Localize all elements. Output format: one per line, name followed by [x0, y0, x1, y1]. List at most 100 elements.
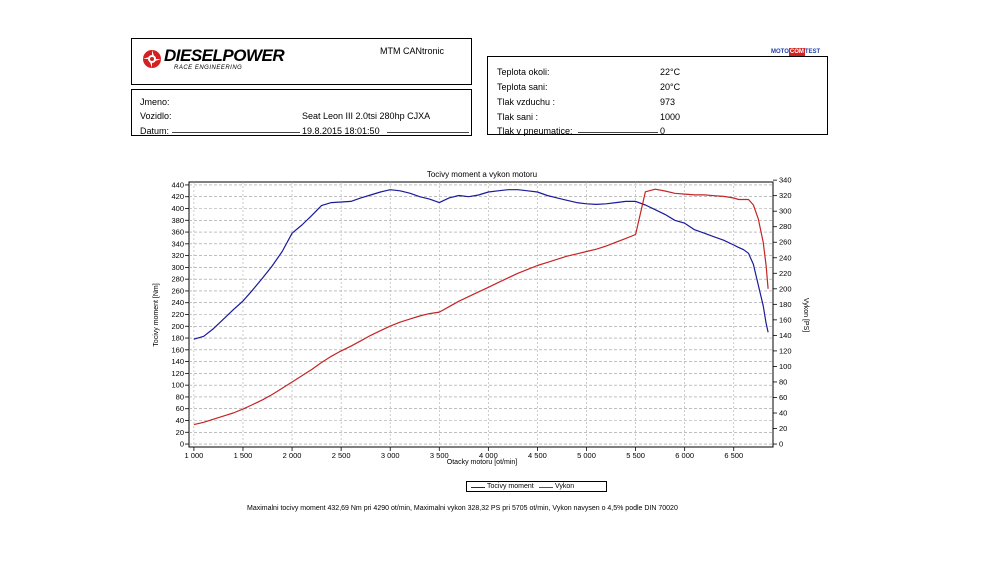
- x-tick-label: 4 000: [479, 451, 498, 460]
- y-tick-label: 120: [171, 369, 184, 378]
- legend-label-torque: Tocivy moment: [487, 483, 534, 490]
- y2-tick-label: 340: [779, 176, 792, 185]
- header-box: DIESELPOWER RACE ENGINEERING MTM CANtron…: [131, 38, 472, 85]
- y-tick-label: 80: [176, 392, 184, 401]
- y2-tick-label: 140: [779, 331, 792, 340]
- x-tick-label: 5 000: [577, 451, 596, 460]
- y2-tick-label: 20: [779, 424, 787, 433]
- cond-value-air-pressure: 973: [660, 97, 676, 107]
- vehicle-info-box: Jmeno: Vozidlo: Seat Leon III 2.0tsi 280…: [131, 89, 472, 136]
- motocomtest-logo: MOTOCOMTEST: [771, 48, 827, 56]
- x-tick-label: 3 500: [430, 451, 449, 460]
- y2-tick-label: 120: [779, 346, 792, 355]
- y-tick-label: 420: [171, 192, 184, 201]
- y-tick-label: 20: [176, 428, 184, 437]
- x-tick-label: 5 500: [626, 451, 645, 460]
- x-tick-label: 1 000: [185, 451, 204, 460]
- x-tick-label: 6 500: [724, 451, 743, 460]
- y2-tick-label: 300: [779, 207, 792, 216]
- x-tick-label: 1 500: [234, 451, 253, 460]
- legend: Tocivy moment Vykon: [466, 481, 607, 492]
- turbo-icon: [143, 50, 161, 68]
- info-value-date: 19.8.2015 18:01:50: [302, 126, 380, 136]
- y2-tick-label: 160: [779, 315, 792, 324]
- y-tick-label: 40: [176, 416, 184, 425]
- cond-value-tyre-pressure: 0: [660, 126, 666, 136]
- cond-value-intake-pressure: 1000: [660, 112, 681, 122]
- x-tick-label: 2 000: [283, 451, 302, 460]
- x-tick-label: 4 500: [528, 451, 547, 460]
- y2-tick-label: 80: [779, 377, 787, 386]
- y-tick-label: 380: [171, 216, 184, 225]
- y-tick-label: 140: [171, 357, 184, 366]
- y-tick-label: 320: [171, 251, 184, 260]
- y-tick-label: 100: [171, 381, 184, 390]
- y2-axis-label: Vykon [PS]: [802, 298, 809, 332]
- info-label-vehicle: Vozidlo:: [140, 111, 172, 121]
- y2-tick-label: 220: [779, 269, 792, 278]
- legend-swatch-power: [539, 487, 553, 488]
- x-tick-label: 6 000: [675, 451, 694, 460]
- y2-tick-label: 100: [779, 362, 792, 371]
- cond-value-ambient-temp: 22°C: [660, 67, 681, 77]
- cond-value-intake-temp: 20°C: [660, 82, 681, 92]
- y2-tick-label: 0: [779, 440, 783, 449]
- y2-tick-label: 260: [779, 238, 792, 247]
- series-group: [193, 188, 769, 426]
- y-tick-label: 300: [171, 263, 184, 272]
- torque-line: [193, 189, 769, 340]
- y-tick-label: 60: [176, 404, 184, 413]
- cond-label-intake-temp: Teplota sani:: [497, 82, 548, 92]
- date-leader-line-right: [387, 132, 469, 133]
- left-axis-ticks: 0 20 40 60 80 100 120 140 160 180 200 220 240 260 280 3…: [171, 180, 189, 449]
- x-axis-ticks: 1 000 1 500 2 000 2 500 3 000 3 500 4 000 4 500…: [185, 447, 743, 460]
- cond-label-air-pressure: Tlak vzduchu :: [497, 97, 556, 107]
- legend-swatch-torque: [471, 487, 485, 488]
- brand-part-1: MOTO: [771, 49, 789, 55]
- y2-tick-label: 180: [779, 300, 792, 309]
- x-axis-label: Otacky motoru [ot/min]: [447, 459, 517, 466]
- brand-part-3: TEST: [804, 49, 821, 55]
- y-axis-label: Tocivy moment [Nm]: [153, 283, 160, 346]
- y-tick-label: 280: [171, 275, 184, 284]
- y2-tick-label: 280: [779, 222, 792, 231]
- y2-tick-label: 40: [779, 409, 787, 418]
- info-label-date: Datum:: [140, 126, 170, 136]
- date-leader-line-left: [172, 132, 300, 133]
- y2-tick-label: 320: [779, 191, 792, 200]
- y-tick-label: 0: [180, 440, 184, 449]
- y-tick-label: 400: [171, 204, 184, 213]
- cond-label-ambient-temp: Teplota okoli:: [497, 67, 550, 77]
- y-tick-label: 160: [171, 345, 184, 354]
- y-tick-label: 200: [171, 322, 184, 331]
- device-name: MTM CANtronic: [380, 46, 445, 56]
- x-tick-label: 2 500: [332, 451, 351, 460]
- y-tick-label: 220: [171, 310, 184, 319]
- grid: [189, 182, 773, 447]
- y2-tick-label: 200: [779, 284, 792, 293]
- conditions-box: Teplota okoli: 22°C Teplota sani: 20°C T…: [487, 56, 828, 136]
- summary-text: Maximalni tocivy moment 432,69 Nm pri 42…: [247, 505, 678, 512]
- cond-label-intake-pressure: Tlak sani :: [497, 112, 539, 122]
- legend-label-power: Vykon: [555, 483, 575, 490]
- y-tick-label: 180: [171, 334, 184, 343]
- y2-tick-label: 240: [779, 253, 792, 262]
- power-line: [193, 188, 769, 426]
- y-tick-label: 440: [171, 180, 184, 189]
- info-label-name: Jmeno:: [140, 97, 170, 107]
- chart-title: Tocivy moment a vykon motoru: [427, 170, 537, 179]
- logo-subtitle: RACE ENGINEERING: [174, 65, 243, 71]
- y2-tick-label: 60: [779, 393, 787, 402]
- info-value-vehicle: Seat Leon III 2.0tsi 280hp CJXA: [302, 111, 431, 121]
- dieselpower-logo: DIESELPOWER RACE ENGINEERING: [142, 45, 292, 79]
- y-tick-label: 340: [171, 239, 184, 248]
- cond-label-tyre-pressure: Tlak v pneumatice:: [497, 126, 573, 136]
- logo-text: DIESELPOWER: [164, 46, 285, 65]
- x-tick-label: 3 000: [381, 451, 400, 460]
- y-tick-label: 260: [171, 286, 184, 295]
- y-tick-label: 360: [171, 228, 184, 237]
- y-tick-label: 240: [171, 298, 184, 307]
- brand-part-2: COM: [788, 48, 805, 56]
- tyre-leader-line: [578, 132, 658, 133]
